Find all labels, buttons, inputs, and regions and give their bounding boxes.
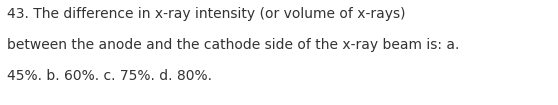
Text: 45%. b. 60%. c. 75%. d. 80%.: 45%. b. 60%. c. 75%. d. 80%. [7,69,211,83]
Text: between the anode and the cathode side of the x-ray beam is: a.: between the anode and the cathode side o… [7,38,459,52]
Text: 43. The difference in x-ray intensity (or volume of x-rays): 43. The difference in x-ray intensity (o… [7,7,405,21]
